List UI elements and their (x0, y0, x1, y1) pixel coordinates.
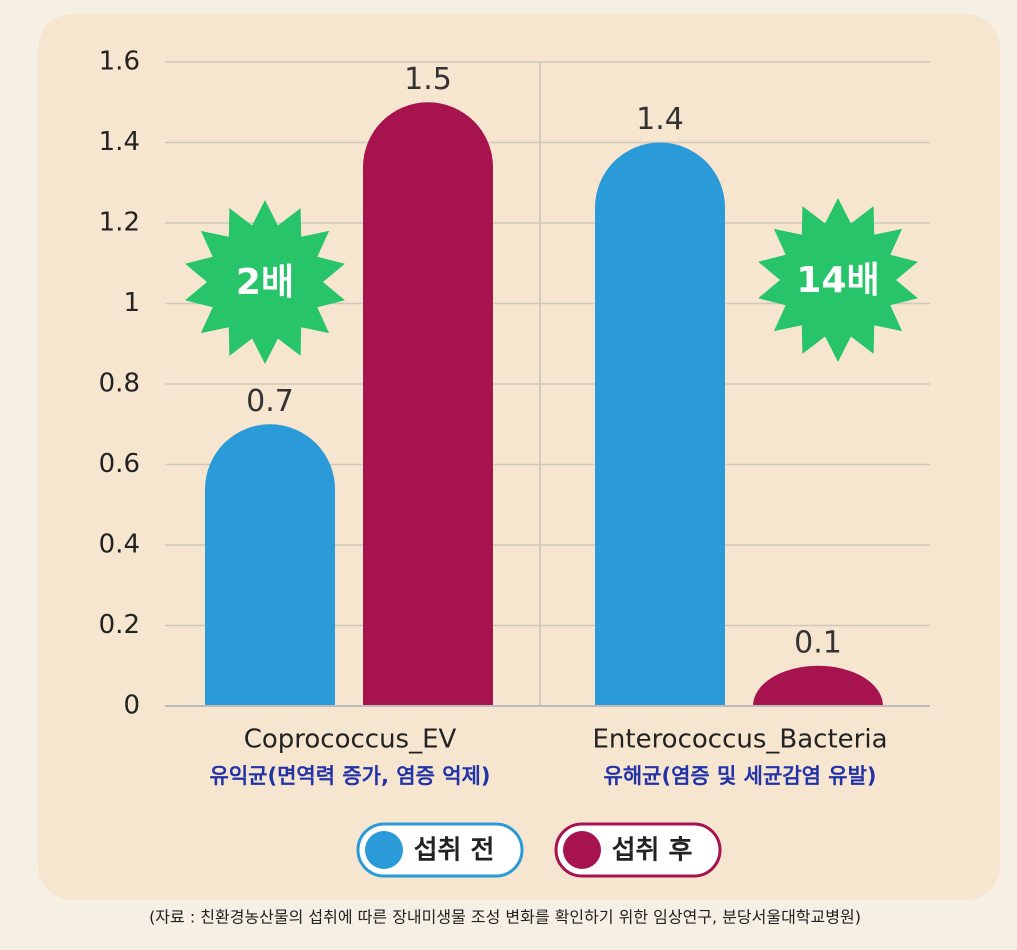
category-subtitle: 유해균(염증 및 세균감염 유발) (604, 764, 877, 788)
legend-label: 섭취 전 (414, 836, 495, 866)
category-subtitle: 유익균(면역력 증가, 염증 억제) (210, 764, 491, 788)
y-tick-label: 0.8 (99, 369, 140, 399)
y-tick-label: 0.6 (99, 449, 140, 479)
data-label: 0.1 (794, 625, 842, 660)
y-tick-label: 1.6 (99, 47, 140, 77)
y-tick-label: 0.4 (99, 530, 140, 560)
annotation: 2배 (236, 262, 294, 303)
starburst (758, 198, 918, 362)
legend-swatch (365, 831, 403, 869)
y-tick-label: 1.2 (99, 208, 140, 238)
legend-pill (554, 822, 722, 878)
data-label: 1.4 (636, 102, 684, 137)
y-tick-label: 1.4 (99, 127, 140, 157)
bar (363, 102, 493, 706)
x-tick-label: Enterococcus_Bacteria (592, 725, 887, 755)
y-tick-label: 0 (123, 691, 140, 721)
legend-pill (356, 822, 524, 878)
bar (753, 665, 883, 706)
y-tick-label: 1 (123, 288, 140, 318)
data-label: 0.7 (246, 384, 294, 419)
bar (595, 142, 725, 706)
data-label: 1.5 (404, 62, 452, 97)
y-tick-label: 0.2 (99, 610, 140, 640)
legend-swatch (563, 831, 601, 869)
source: (자료 : 친환경농산물의 섭취에 따른 장내미생물 조성 변화를 확인하기 위… (149, 908, 861, 927)
x-tick-label: Coprococcus_EV (244, 725, 457, 755)
annotation: 14배 (796, 260, 879, 301)
starburst (185, 200, 345, 364)
legend-label: 섭취 후 (612, 836, 693, 866)
bar (205, 424, 335, 706)
